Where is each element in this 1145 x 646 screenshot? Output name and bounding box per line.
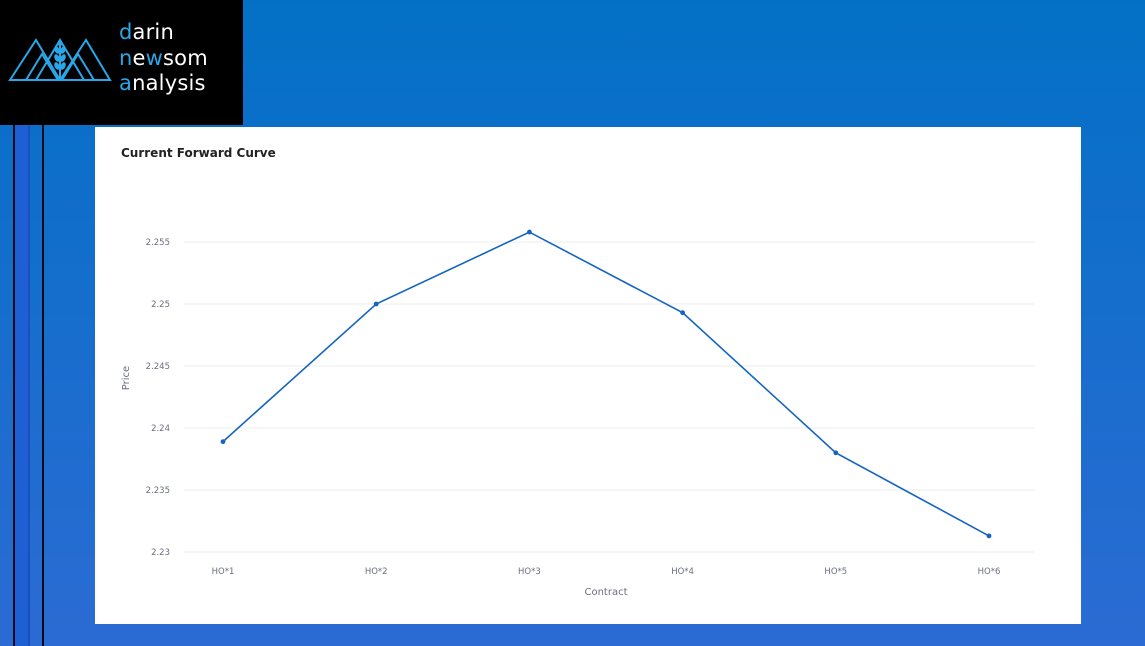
chart-title: Current Forward Curve — [121, 146, 276, 160]
decorative-rail — [28, 125, 30, 646]
x-tick-label: HO*3 — [518, 567, 541, 577]
data-point — [220, 439, 226, 445]
data-point — [680, 310, 685, 316]
brand-line-2: newsom — [119, 45, 208, 70]
y-axis-label: Price — [121, 366, 132, 390]
x-axis-ticks: HO*1 HO*2 HO*3 HO*4 HO*5 HO*6 — [212, 567, 1001, 577]
y-tick-label: 2.24 — [151, 424, 170, 434]
series-points — [220, 229, 992, 539]
y-tick-label: 2.245 — [146, 362, 170, 372]
x-tick-label: HO*5 — [824, 567, 847, 577]
y-tick-label: 2.25 — [151, 300, 170, 310]
brand-wordmark: darin newsom analysis — [119, 20, 208, 97]
data-point — [986, 533, 992, 539]
x-tick-label: HO*2 — [365, 567, 388, 577]
x-axis-label: Contract — [584, 587, 627, 598]
x-tick-label: HO*4 — [671, 567, 694, 577]
brand-logo: darin newsom analysis — [0, 0, 243, 125]
data-point — [833, 450, 839, 456]
decorative-rail — [42, 125, 44, 646]
decorative-rail — [13, 125, 15, 646]
series-line — [222, 231, 990, 537]
y-tick-label: 2.255 — [146, 238, 170, 248]
brand-line-3: analysis — [119, 71, 206, 95]
data-point — [527, 229, 532, 235]
y-tick-label: 2.23 — [151, 548, 170, 558]
x-tick-label: HO*1 — [212, 567, 235, 577]
data-point — [373, 301, 379, 307]
forward-curve-chart: 2.23 2.235 2.24 2.245 2.25 2.255 HO*1 HO*2 HO*3… — [121, 229, 1035, 598]
brand-line-1: darin — [119, 20, 174, 44]
chart-panel: Current Forward Curve 2.23 2.235 2.24 2.245… — [95, 127, 1081, 624]
grid-lines — [184, 241, 1035, 553]
y-axis-ticks: 2.23 2.235 2.24 2.245 2.25 2.255 — [146, 238, 170, 558]
decorative-rail-fill — [15, 125, 28, 646]
y-tick-label: 2.235 — [146, 486, 170, 496]
wheat-mountains-icon — [8, 38, 112, 81]
x-tick-label: HO*6 — [978, 567, 1001, 577]
